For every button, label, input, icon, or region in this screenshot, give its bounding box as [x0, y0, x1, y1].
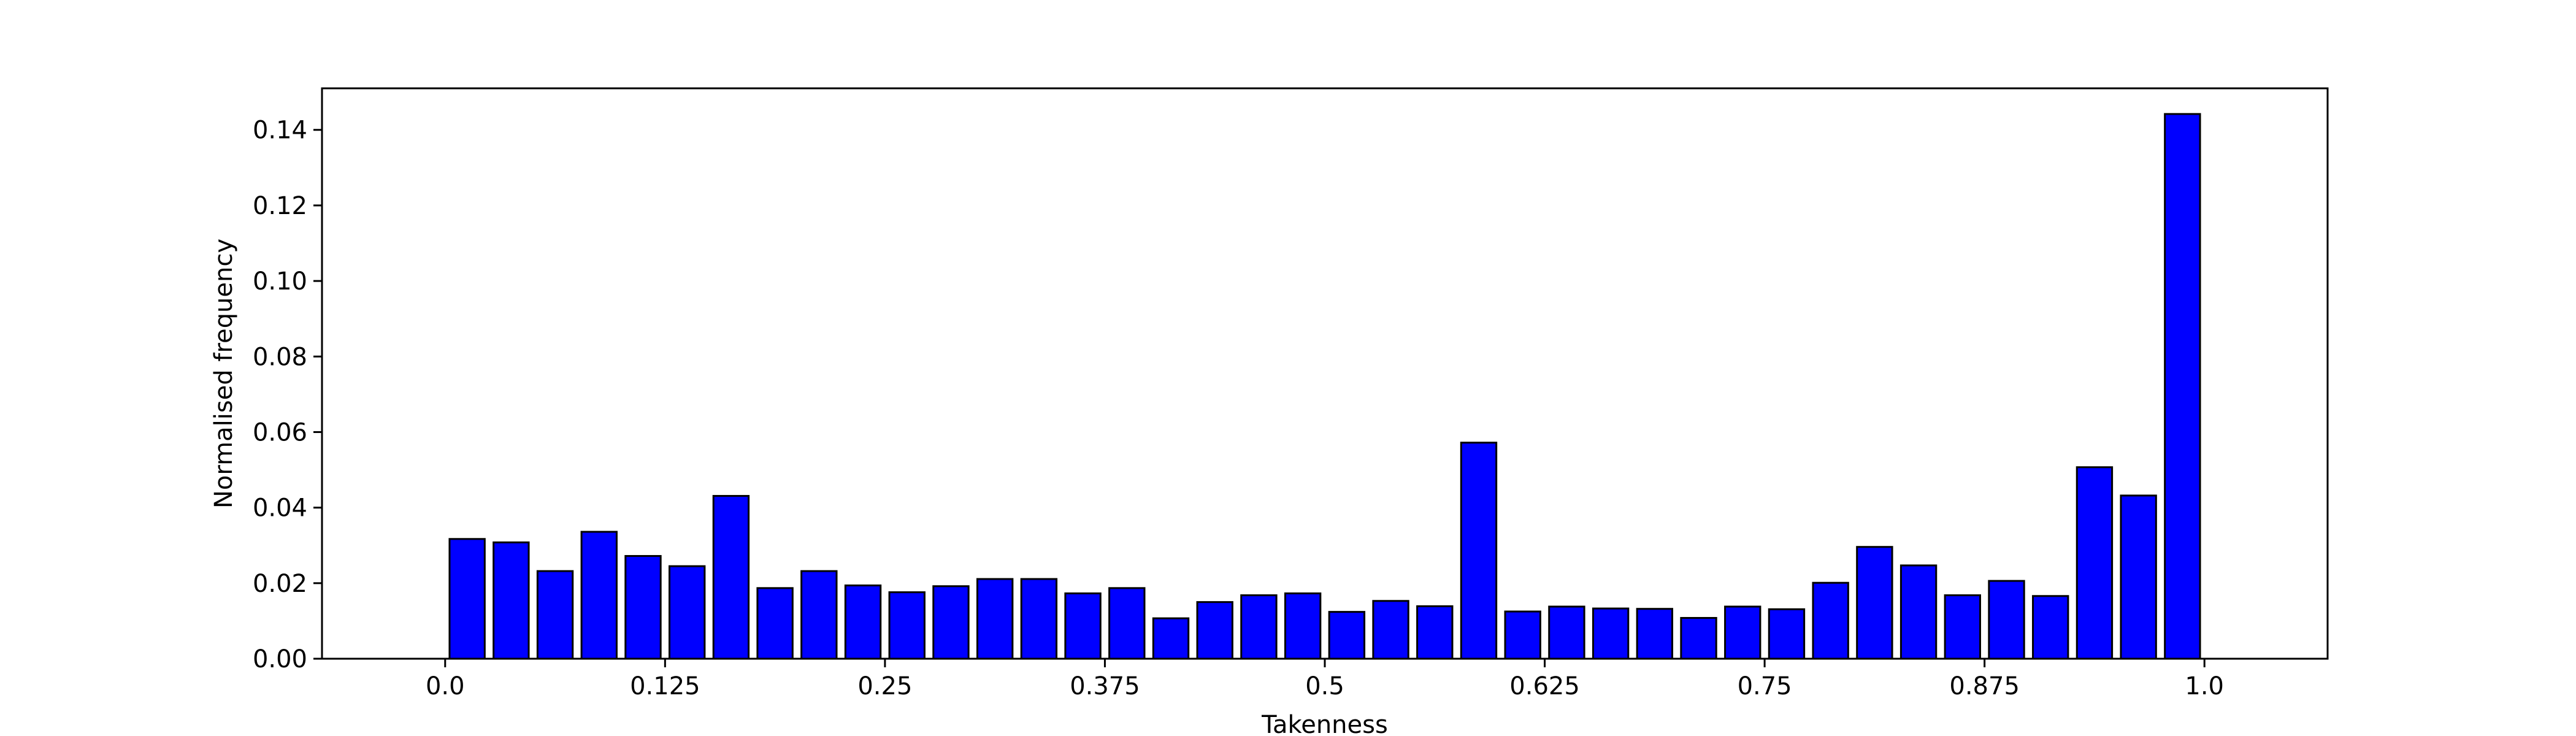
bar-18 [1240, 594, 1278, 660]
y-tick-label-7: 0.14 [253, 117, 307, 145]
x-tick-label-3: 0.375 [1070, 672, 1140, 700]
x-tick-label-4: 0.5 [1305, 672, 1344, 700]
bar-31 [1812, 581, 1849, 660]
x-tick-label-2: 0.25 [857, 672, 912, 700]
bar-22 [1416, 605, 1454, 660]
y-axis: 0.00 0.02 0.04 0.06 0.08 0.10 0.12 0.14 [253, 117, 322, 673]
y-tick-label-0: 0.00 [253, 645, 307, 673]
y-tick-label-3: 0.06 [253, 418, 307, 447]
bar-39 [2164, 113, 2201, 660]
y-axis-label: Normalised frequency [210, 239, 238, 508]
bar-6 [712, 495, 750, 660]
x-axis-label: Takenness [1261, 711, 1388, 736]
bar-24 [1504, 610, 1541, 660]
bar-29 [1724, 605, 1761, 660]
bar-8 [800, 570, 838, 660]
bar-4 [624, 554, 662, 660]
y-tick-label-5: 0.10 [253, 267, 307, 296]
bar-25 [1548, 605, 1585, 660]
bar-32 [1856, 546, 1893, 660]
bar-group [448, 113, 2201, 660]
bar-19 [1284, 592, 1322, 660]
bar-0 [448, 538, 486, 660]
bar-23 [1460, 442, 1498, 660]
bar-10 [888, 591, 926, 660]
bar-35 [1988, 580, 2025, 660]
y-tick-label-1: 0.02 [253, 570, 307, 598]
plot-frame [321, 87, 2329, 660]
bar-17 [1196, 601, 1233, 660]
x-tick-label-8: 1.0 [2185, 672, 2224, 700]
x-axis: 0.0 0.125 0.25 0.375 0.5 0.625 0.75 0.875 1.0 [426, 659, 2224, 700]
bar-2 [536, 570, 574, 660]
bar-3 [580, 531, 618, 660]
y-tick-label-4: 0.08 [253, 343, 307, 371]
y-tick-label-2: 0.04 [253, 494, 307, 523]
bar-12 [976, 578, 1014, 660]
bar-21 [1372, 600, 1409, 660]
bar-20 [1328, 611, 1366, 660]
x-tick-label-0: 0.0 [426, 672, 465, 700]
bar-1 [493, 541, 530, 660]
x-tick-label-5: 0.625 [1509, 672, 1580, 700]
bar-30 [1768, 608, 1806, 660]
bar-9 [844, 585, 882, 660]
x-tick-label-6: 0.75 [1738, 672, 1792, 700]
bar-34 [1944, 594, 1981, 660]
y-tick-label-6: 0.12 [253, 192, 307, 220]
bar-14 [1064, 592, 1102, 660]
bar-33 [1899, 564, 1938, 660]
bar-11 [932, 585, 970, 660]
bar-28 [1680, 616, 1717, 660]
bar-37 [2076, 466, 2114, 660]
bar-16 [1152, 617, 1190, 660]
bar-5 [669, 565, 706, 660]
bar-15 [1108, 587, 1146, 660]
bar-27 [1636, 608, 1674, 660]
bar-7 [756, 587, 794, 660]
bar-26 [1592, 607, 1630, 660]
bar-36 [2032, 595, 2069, 660]
bar-13 [1020, 578, 1058, 660]
bar-38 [2120, 494, 2157, 660]
x-tick-label-7: 0.875 [1949, 672, 2020, 700]
x-tick-label-1: 0.125 [630, 672, 700, 700]
